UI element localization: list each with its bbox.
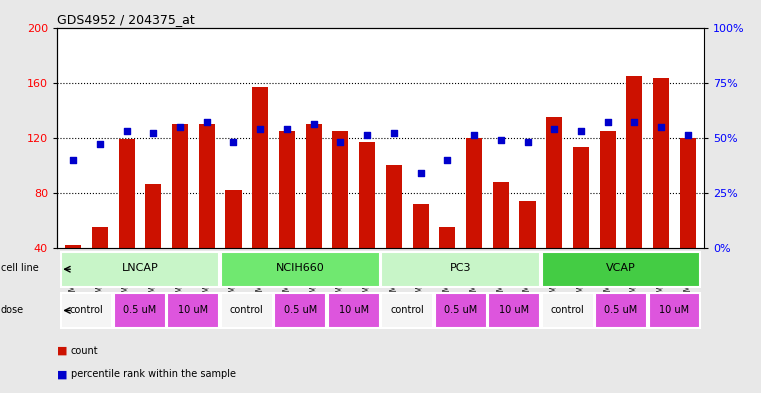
Bar: [466, 138, 482, 248]
Text: ■: ■: [57, 369, 68, 379]
Bar: [333, 130, 349, 248]
Text: 0.5 uM: 0.5 uM: [123, 305, 157, 315]
Point: [682, 132, 694, 138]
Point: [602, 119, 614, 125]
Text: cell line: cell line: [1, 263, 39, 274]
Bar: [65, 245, 81, 248]
Bar: [252, 86, 268, 248]
Bar: [225, 190, 241, 248]
Text: 0.5 uM: 0.5 uM: [444, 305, 477, 315]
Bar: [381, 293, 433, 328]
Bar: [600, 130, 616, 248]
Point: [655, 123, 667, 130]
Point: [334, 139, 346, 145]
Bar: [221, 293, 272, 328]
Point: [441, 156, 454, 163]
Point: [575, 128, 587, 134]
Text: PC3: PC3: [450, 263, 471, 274]
Point: [468, 132, 480, 138]
Point: [548, 126, 560, 132]
Text: GDS4952 / 204375_at: GDS4952 / 204375_at: [57, 13, 195, 26]
Text: ■: ■: [57, 346, 68, 356]
Bar: [626, 75, 642, 248]
Text: 10 uM: 10 uM: [339, 305, 369, 315]
Bar: [412, 204, 428, 248]
Bar: [439, 227, 455, 248]
Point: [415, 170, 427, 176]
Text: 10 uM: 10 uM: [499, 305, 529, 315]
Bar: [306, 124, 322, 248]
Point: [254, 126, 266, 132]
Point: [388, 130, 400, 136]
Bar: [167, 293, 219, 328]
Bar: [61, 293, 113, 328]
Bar: [145, 184, 161, 248]
Point: [629, 119, 641, 125]
Text: VCAP: VCAP: [607, 263, 636, 274]
Bar: [199, 124, 215, 248]
Point: [521, 139, 533, 145]
Bar: [279, 130, 295, 248]
Bar: [172, 124, 188, 248]
Bar: [57, 248, 704, 384]
Bar: [328, 293, 380, 328]
Text: 10 uM: 10 uM: [660, 305, 689, 315]
Bar: [489, 293, 540, 328]
Bar: [381, 252, 540, 287]
Text: control: control: [551, 305, 584, 315]
Bar: [680, 138, 696, 248]
Bar: [573, 147, 589, 248]
Text: control: control: [69, 305, 103, 315]
Point: [120, 128, 132, 134]
Text: LNCAP: LNCAP: [122, 263, 158, 274]
Point: [495, 137, 507, 143]
Text: 0.5 uM: 0.5 uM: [284, 305, 317, 315]
Point: [281, 126, 293, 132]
Point: [228, 139, 240, 145]
Point: [67, 156, 79, 163]
Bar: [61, 252, 219, 287]
Text: 10 uM: 10 uM: [178, 305, 209, 315]
Bar: [653, 79, 669, 248]
Bar: [542, 252, 700, 287]
Text: control: control: [390, 305, 424, 315]
Text: 0.5 uM: 0.5 uM: [604, 305, 638, 315]
Point: [201, 119, 213, 125]
Bar: [520, 201, 536, 248]
Point: [174, 123, 186, 130]
Point: [361, 132, 373, 138]
Text: control: control: [230, 305, 264, 315]
Bar: [359, 141, 375, 248]
Bar: [386, 165, 402, 248]
Text: count: count: [71, 346, 98, 356]
Text: dose: dose: [1, 305, 24, 315]
Bar: [648, 293, 700, 328]
Bar: [493, 182, 509, 248]
Bar: [595, 293, 647, 328]
Bar: [275, 293, 326, 328]
Bar: [114, 293, 166, 328]
Point: [147, 130, 159, 136]
Bar: [542, 293, 594, 328]
Bar: [435, 293, 486, 328]
Bar: [221, 252, 380, 287]
Text: percentile rank within the sample: percentile rank within the sample: [71, 369, 236, 379]
Point: [307, 121, 320, 127]
Bar: [546, 117, 562, 248]
Bar: [92, 227, 108, 248]
Text: NCIH660: NCIH660: [276, 263, 325, 274]
Point: [94, 141, 106, 147]
Bar: [119, 139, 135, 248]
